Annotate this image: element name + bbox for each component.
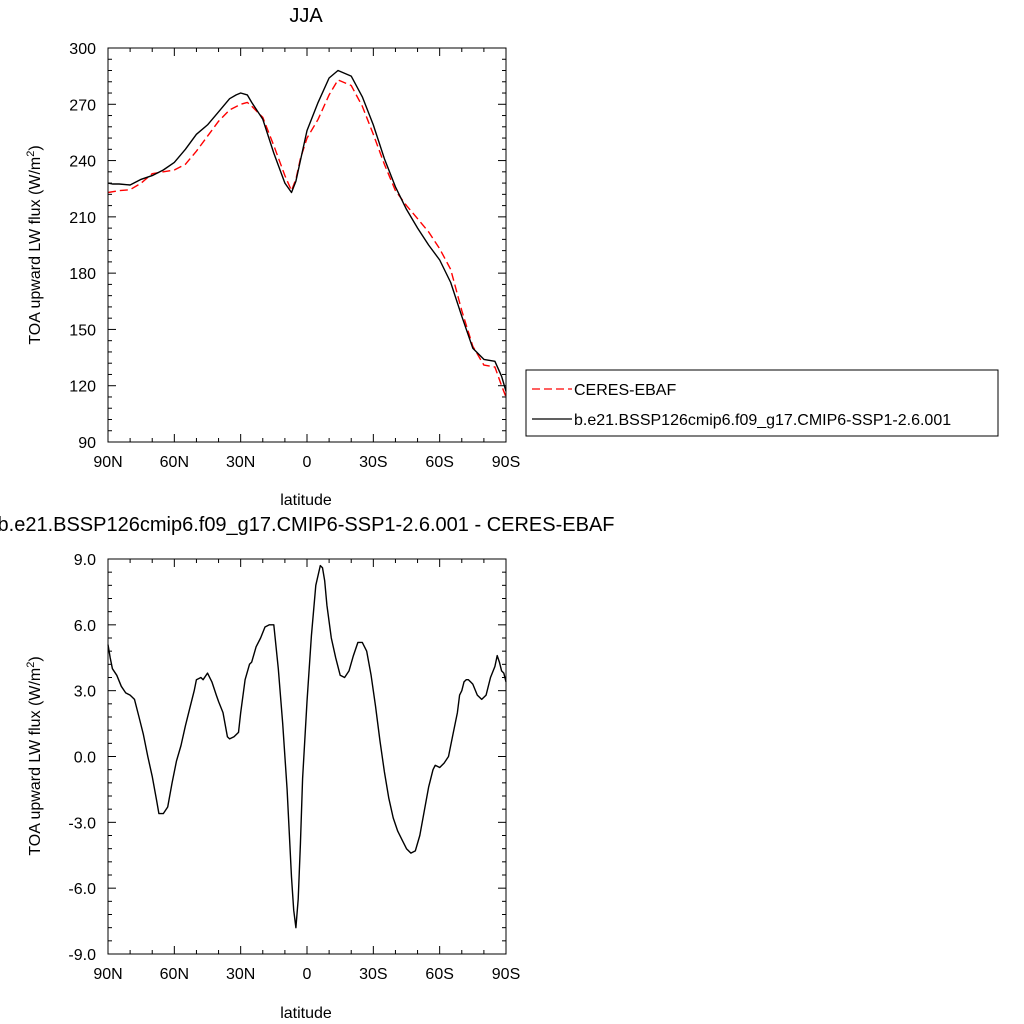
top-xtick-label: 90S: [492, 454, 520, 471]
top-ylabel-text: TOA upward LW flux (W/m: [27, 157, 44, 345]
top-chart: JJA 90N 60N 30N 0 30S 60S 90S 90 120 150 180 210 240…: [25, 5, 520, 509]
bottom-chart-frame: [107, 558, 507, 955]
legend-label-ceres: CERES-EBAF: [574, 382, 676, 399]
bottom-ytick-label: 0.0: [74, 750, 96, 767]
bottom-chart: b.e21.BSSP126cmip6.f09_g17.CMIP6-SSP1-2.…: [0, 514, 614, 1022]
bottom-ytick-label: 3.0: [74, 684, 96, 701]
top-ylabel-close: ): [27, 145, 44, 150]
top-xtick-label: 0: [303, 454, 312, 471]
bottom-ytick-label: 9.0: [74, 552, 96, 569]
top-ytick-label: 180: [69, 266, 96, 283]
legend-box: [525, 369, 999, 437]
top-xtick-label: 60N: [160, 454, 189, 471]
bottom-ytick-label: -9.0: [68, 947, 96, 964]
bottom-ytick-label: -3.0: [68, 815, 96, 832]
bottom-xtick-label: 30N: [226, 966, 255, 983]
bottom-chart-series: [107, 564, 507, 929]
bottom-xtick-label: 60S: [425, 966, 453, 983]
top-chart-ylabel: TOA upward LW flux (W/m2): [25, 145, 44, 344]
top-xtick-label: 30N: [226, 454, 255, 471]
top-ytick-label: 270: [69, 97, 96, 114]
bottom-ylabel-text: TOA upward LW flux (W/m: [27, 668, 44, 856]
bottom-xtick-label: 0: [303, 966, 312, 983]
bottom-xtick-label: 90N: [93, 966, 122, 983]
top-ytick-label: 240: [69, 154, 96, 171]
legend-label-model: b.e21.BSSP126cmip6.f09_g17.CMIP6-SSP1-2.…: [574, 412, 951, 429]
top-xtick-label: 90N: [93, 454, 122, 471]
bottom-chart-ticks: 90N 60N 30N 0 30S 60S 90S -9.0 -6.0 -3.0 0.0 3.0 6.0…: [68, 552, 520, 983]
top-chart-xlabel: latitude: [280, 492, 332, 509]
bottom-ytick-label: 6.0: [74, 618, 96, 635]
bottom-xtick-label: 90S: [492, 966, 520, 983]
top-chart-series: [107, 69, 507, 398]
bottom-chart-xlabel: latitude: [280, 1005, 332, 1022]
bottom-chart-ylabel: TOA upward LW flux (W/m2): [25, 656, 44, 855]
top-xtick-label: 30S: [359, 454, 387, 471]
top-series-model: [107, 69, 507, 392]
top-chart-frame: [107, 47, 507, 443]
top-ytick-label: 120: [69, 379, 96, 396]
top-chart-title: JJA: [289, 5, 323, 27]
bottom-xtick-label: 60N: [160, 966, 189, 983]
top-xtick-label: 60S: [425, 454, 453, 471]
bottom-chart-title: b.e21.BSSP126cmip6.f09_g17.CMIP6-SSP1-2.…: [0, 514, 614, 536]
bottom-xtick-label: 30S: [359, 966, 387, 983]
legend: CERES-EBAF b.e21.BSSP126cmip6.f09_g17.CM…: [525, 369, 999, 437]
top-ytick-label: 210: [69, 210, 96, 227]
top-ytick-label: 300: [69, 41, 96, 58]
top-ylabel-superscript: 2: [25, 151, 37, 157]
top-ytick-label: 90: [78, 435, 96, 452]
top-chart-ticks: 90N 60N 30N 0 30S 60S 90S 90 120 150 180 210 240 270 3…: [69, 41, 520, 471]
bottom-ylabel-close: ): [27, 656, 44, 661]
top-ytick-label: 150: [69, 322, 96, 339]
bottom-ytick-label: -6.0: [68, 881, 96, 898]
bottom-ylabel-superscript: 2: [25, 662, 37, 668]
bottom-series-model: [107, 564, 507, 929]
